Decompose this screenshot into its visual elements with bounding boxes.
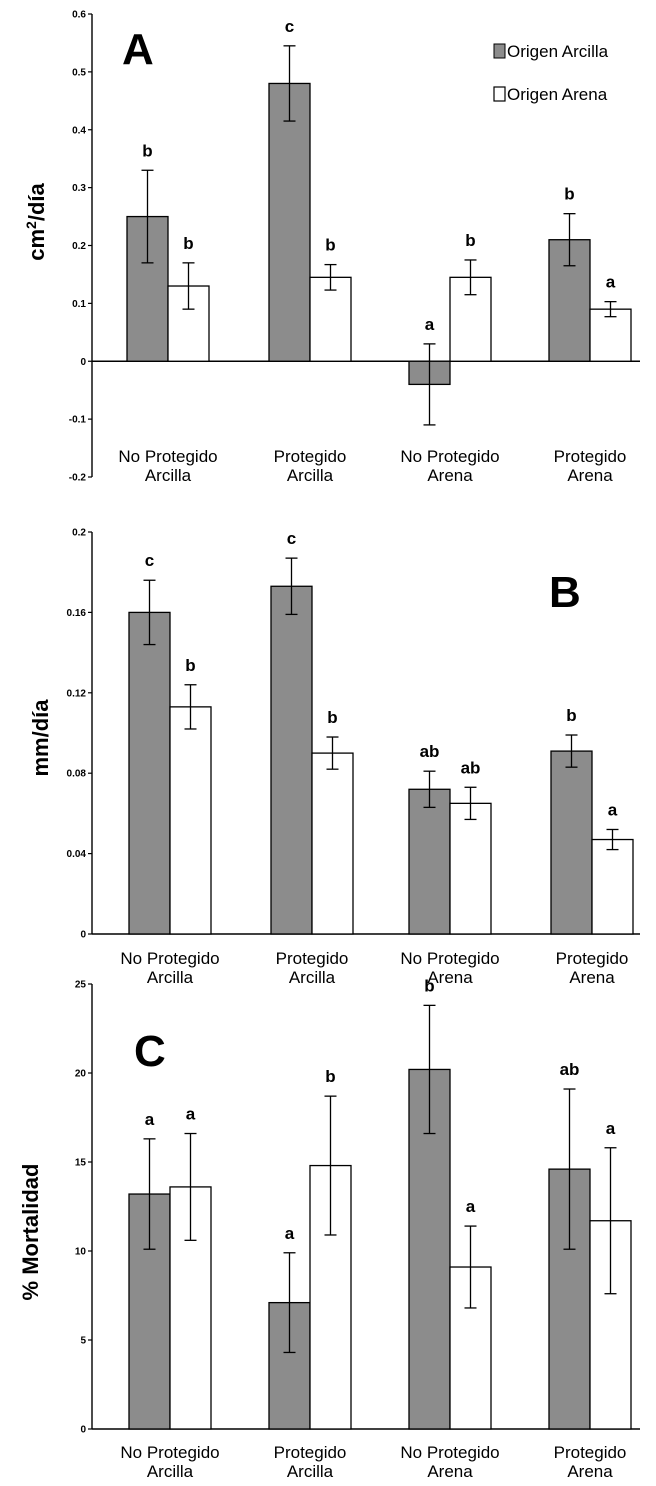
y-tick-label: 0	[80, 930, 86, 941]
significance-letter: a	[606, 273, 616, 292]
legend: Origen Arcilla Origen Arena	[493, 42, 609, 104]
y-tick-label: -0.2	[69, 473, 87, 484]
y-tick-label: 0.2	[72, 241, 86, 252]
significance-letter: c	[287, 529, 296, 548]
bar-arena-1	[311, 752, 354, 935]
bar-arena-3	[589, 308, 632, 362]
y-tick-label: 0	[80, 1425, 86, 1436]
bar-arcilla-1	[270, 585, 313, 935]
category-label: Arcilla	[287, 466, 334, 485]
category-label: Arcilla	[147, 968, 194, 987]
y-tick-label: 25	[75, 980, 87, 991]
category-label: Arcilla	[287, 1462, 334, 1481]
significance-letter: a	[606, 1119, 616, 1138]
category-label: Protegido	[276, 949, 349, 968]
category-label: Arena	[567, 466, 613, 485]
bar-arena-0	[167, 285, 210, 362]
significance-letter: b	[564, 185, 574, 204]
category-label: Arena	[569, 968, 615, 987]
significance-letter: c	[145, 551, 154, 570]
category-label: Arena	[427, 968, 473, 987]
category-label: No Protegido	[400, 1443, 499, 1462]
significance-letter: b	[183, 234, 193, 253]
legend-swatch-arena	[493, 86, 506, 102]
y-tick-label: 0.5	[72, 67, 86, 78]
panel-label-B: B	[549, 568, 581, 617]
significance-letter: b	[142, 141, 152, 160]
y-tick-label: 0.2	[72, 528, 86, 539]
significance-letter: b	[465, 231, 475, 250]
category-label: No Protegido	[400, 447, 499, 466]
category-label: No Protegido	[120, 1443, 219, 1462]
legend-label-arena: Origen Arena	[507, 85, 608, 104]
y-tick-label: 20	[75, 1069, 87, 1080]
significance-letter: b	[325, 1067, 335, 1086]
y-tick-label: 0.12	[67, 688, 87, 699]
legend-label-arcilla: Origen Arcilla	[507, 42, 609, 61]
legend-swatch-arcilla	[493, 43, 506, 59]
category-label: Protegido	[554, 1443, 627, 1462]
y-tick-label: 0.6	[72, 10, 86, 21]
y-tick-label: 0	[80, 357, 86, 368]
significance-letter: b	[185, 656, 195, 675]
significance-letter: a	[425, 315, 435, 334]
y-axis-label: mm/día	[28, 699, 53, 777]
category-label: Arcilla	[147, 1462, 194, 1481]
category-label: Arcilla	[145, 466, 192, 485]
category-label: Arena	[427, 466, 473, 485]
significance-letter: b	[566, 706, 576, 725]
significance-letter: b	[424, 976, 434, 995]
category-label: No Protegido	[120, 949, 219, 968]
chart-A: A Origen Arcilla Origen Arena cm2/día -0…	[23, 10, 640, 485]
panel-label-A: A	[122, 25, 154, 74]
category-label: Protegido	[554, 447, 627, 466]
y-tick-label: 0.3	[72, 183, 86, 194]
y-axis-label: % Mortalidad	[18, 1164, 43, 1301]
bar-arcilla-1	[268, 82, 311, 362]
chart-B: B mm/día 0 0.04 0.08 0.12 0.16 0.2 c c ab b b b ab a N…	[28, 528, 640, 987]
category-label: Arena	[427, 1462, 473, 1481]
significance-letter: a	[285, 1224, 295, 1243]
significance-letter: b	[327, 708, 337, 727]
significance-letter: a	[466, 1197, 476, 1216]
category-label: Arcilla	[289, 968, 336, 987]
y-tick-label: 15	[75, 1158, 87, 1169]
significance-letter: ab	[461, 758, 481, 777]
significance-letter: a	[186, 1105, 196, 1124]
bar-arena-0	[169, 706, 212, 935]
significance-letter: ab	[420, 742, 440, 761]
category-label: No Protegido	[400, 949, 499, 968]
category-label: No Protegido	[118, 447, 217, 466]
significance-letter: b	[325, 236, 335, 255]
y-tick-label: 5	[80, 1336, 86, 1347]
y-tick-label: 0.1	[72, 299, 86, 310]
bar-arena-3	[591, 838, 634, 935]
y-tick-label: -0.1	[69, 415, 87, 426]
significance-letter: a	[145, 1110, 155, 1129]
y-tick-label: 0.4	[72, 125, 86, 136]
significance-letter: ab	[560, 1060, 580, 1079]
y-tick-label: 0.16	[67, 608, 87, 619]
category-label: Arena	[567, 1462, 613, 1481]
bar-arena-2	[449, 802, 492, 935]
y-tick-label: 0.08	[67, 769, 87, 780]
y-axis-label: cm2/día	[23, 182, 49, 260]
significance-letter: a	[608, 800, 618, 819]
panel-label-C: C	[134, 1027, 166, 1076]
y-tick-label: 10	[75, 1247, 87, 1258]
category-label: Protegido	[556, 949, 629, 968]
category-label: Protegido	[274, 1443, 347, 1462]
bar-arcilla-2	[408, 788, 451, 935]
y-tick-label: 0.04	[67, 849, 87, 860]
significance-letter: c	[285, 17, 294, 36]
category-label: Protegido	[274, 447, 347, 466]
bar-arcilla-3	[550, 750, 593, 935]
bar-arcilla-0	[128, 611, 171, 935]
